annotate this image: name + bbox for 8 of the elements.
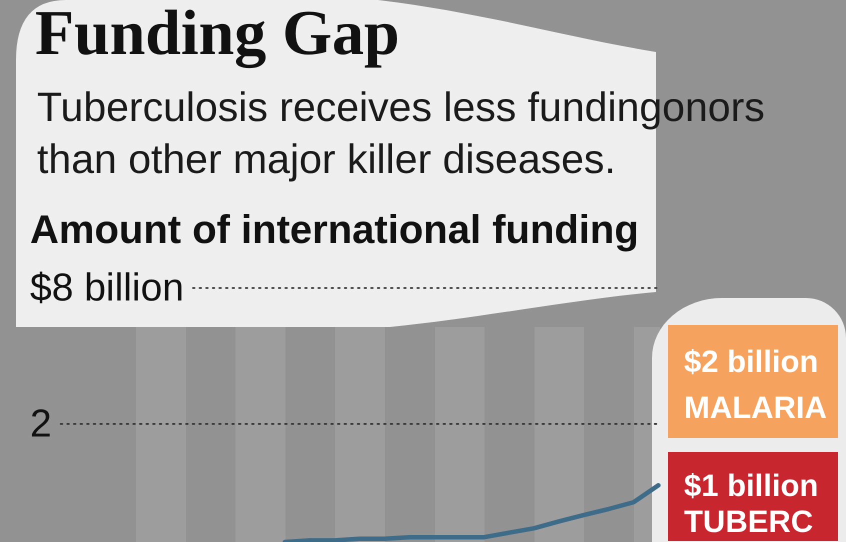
y-axis-title: Amount of international funding xyxy=(30,208,639,252)
chart-title: Funding Gap xyxy=(35,0,400,69)
text: $2 billion MALARIA xyxy=(668,325,838,438)
text: $1 billion TUBERC xyxy=(668,452,838,541)
y-tick-label: 2 xyxy=(30,402,52,446)
line-series xyxy=(282,483,661,542)
chart-subtitle: Tuberculosis receives less fundingonors than other major killer diseases. xyxy=(37,84,765,182)
y-tick-label: $8 billion xyxy=(30,266,184,310)
